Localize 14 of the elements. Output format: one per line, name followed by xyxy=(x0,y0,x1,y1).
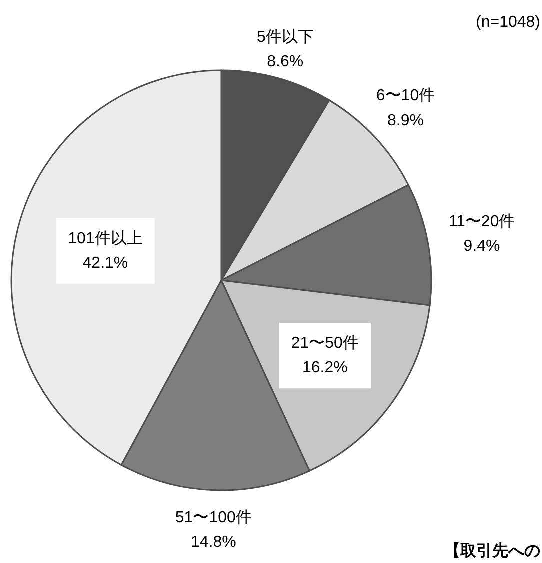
data-label: 8.6% xyxy=(267,54,304,71)
data-label: 9.4% xyxy=(464,238,500,256)
slice-label: 51〜100件 xyxy=(175,509,252,526)
slice-label: 11〜20件 xyxy=(448,213,516,230)
data-label: 42.1% xyxy=(82,254,128,272)
slice-label: 5件以下 xyxy=(256,28,314,46)
text: 【取引先への xyxy=(444,542,540,560)
slice-label: 6〜10件 xyxy=(376,88,436,105)
data-label: 14.8% xyxy=(190,534,236,552)
slice-label: 101件以上 xyxy=(68,229,143,248)
text: (n=1048) xyxy=(476,14,541,31)
data-label: 16.2% xyxy=(302,360,348,377)
slice-label: 21〜50件 xyxy=(291,334,359,352)
data-label: 8.9% xyxy=(388,112,424,130)
